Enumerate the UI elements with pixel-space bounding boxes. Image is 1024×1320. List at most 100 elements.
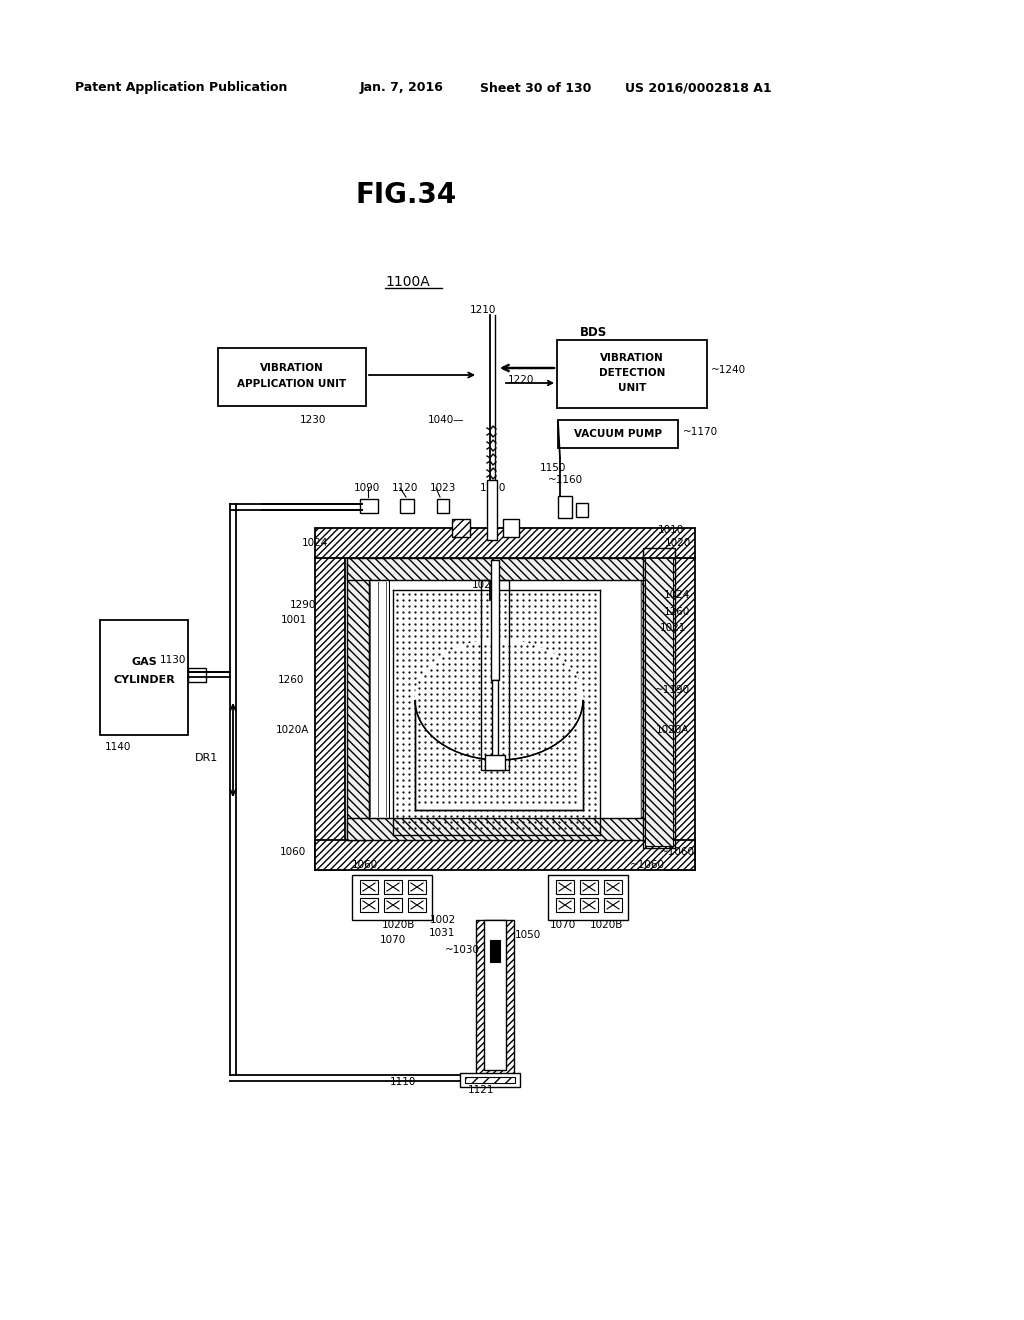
Text: 1020A: 1020A — [656, 725, 689, 735]
Bar — [580, 880, 598, 894]
Text: 1040—: 1040— — [428, 414, 465, 425]
Bar — [408, 898, 426, 912]
Bar — [490, 560, 499, 680]
Text: 1001: 1001 — [281, 615, 307, 624]
Text: 1024: 1024 — [302, 539, 329, 548]
Text: ~1160: ~1160 — [548, 475, 583, 484]
Bar — [503, 519, 519, 537]
Text: 1110: 1110 — [390, 1077, 417, 1086]
Text: Sheet 30 of 130: Sheet 30 of 130 — [480, 82, 592, 95]
Text: ~1170: ~1170 — [683, 426, 718, 437]
Text: 1070: 1070 — [550, 920, 577, 931]
Bar — [645, 550, 673, 846]
Text: ~1060: ~1060 — [660, 847, 695, 857]
Bar — [369, 579, 389, 818]
Text: VACUUM PUMP: VACUUM PUMP — [574, 429, 662, 440]
Text: ~1030: ~1030 — [445, 945, 480, 954]
Bar — [487, 480, 497, 540]
Bar — [558, 496, 572, 517]
Bar — [665, 558, 695, 870]
Bar — [641, 558, 663, 840]
Bar — [604, 898, 622, 912]
Text: 1140: 1140 — [105, 742, 131, 752]
Bar — [452, 519, 470, 537]
Bar — [360, 880, 378, 894]
Bar — [408, 880, 426, 894]
Text: 1210: 1210 — [470, 305, 497, 315]
Text: 1002: 1002 — [430, 915, 457, 925]
Bar — [218, 348, 366, 407]
Bar — [315, 558, 345, 870]
Text: 1020B: 1020B — [590, 920, 624, 931]
Bar — [492, 680, 498, 760]
Text: CYLINDER: CYLINDER — [113, 675, 175, 685]
Text: UNIT: UNIT — [617, 383, 646, 393]
Bar — [352, 875, 432, 920]
Bar — [384, 880, 402, 894]
Text: VIBRATION: VIBRATION — [260, 363, 324, 374]
Text: 1121: 1121 — [468, 1085, 495, 1096]
Text: 1010: 1010 — [658, 525, 684, 535]
Bar — [100, 620, 188, 735]
Bar — [643, 548, 675, 847]
Text: Jan. 7, 2016: Jan. 7, 2016 — [360, 82, 443, 95]
Bar — [415, 700, 583, 810]
Text: ~1060: ~1060 — [630, 861, 665, 870]
Bar — [188, 668, 206, 682]
Bar — [400, 499, 414, 513]
Text: DETECTION: DETECTION — [599, 368, 666, 378]
Bar — [315, 840, 695, 870]
Bar — [360, 499, 378, 513]
Bar — [384, 898, 402, 912]
Text: 1220: 1220 — [508, 375, 535, 385]
Text: 1060: 1060 — [280, 847, 306, 857]
Bar — [557, 341, 707, 408]
Bar — [476, 920, 514, 1074]
Bar — [460, 1073, 520, 1086]
Bar — [485, 755, 505, 770]
Bar — [360, 898, 378, 912]
Bar — [548, 875, 628, 920]
Text: 1031: 1031 — [429, 928, 456, 939]
Text: ~1240: ~1240 — [711, 366, 746, 375]
Bar — [556, 898, 574, 912]
Text: 1260: 1260 — [278, 675, 304, 685]
Text: Patent Application Publication: Patent Application Publication — [75, 82, 288, 95]
Text: BDS: BDS — [580, 326, 607, 339]
Bar — [315, 528, 695, 558]
Text: 1022: 1022 — [472, 579, 499, 590]
Text: ~1190: ~1190 — [655, 685, 690, 696]
Text: 1020: 1020 — [665, 539, 691, 548]
Bar — [580, 898, 598, 912]
Text: VIBRATION: VIBRATION — [600, 352, 664, 363]
Bar — [484, 920, 506, 1071]
Bar — [490, 940, 500, 962]
Text: 1021: 1021 — [660, 623, 686, 634]
Text: 1130: 1130 — [160, 655, 186, 665]
Bar — [347, 558, 369, 840]
Bar — [575, 503, 588, 517]
Text: FIG.34: FIG.34 — [355, 181, 457, 209]
Text: 1150: 1150 — [540, 463, 566, 473]
Text: 1230: 1230 — [300, 414, 327, 425]
Text: 1005: 1005 — [470, 723, 497, 733]
Text: DR1: DR1 — [195, 752, 218, 763]
Text: 1260: 1260 — [664, 607, 690, 616]
Text: 1100A: 1100A — [385, 275, 430, 289]
Text: APPLICATION UNIT: APPLICATION UNIT — [238, 379, 347, 389]
Text: 1290: 1290 — [290, 601, 316, 610]
Text: 1180: 1180 — [480, 483, 507, 492]
Text: 1120: 1120 — [392, 483, 419, 492]
Bar — [465, 1077, 515, 1082]
Ellipse shape — [415, 640, 583, 760]
Bar — [437, 499, 449, 513]
Text: 1020A: 1020A — [276, 725, 309, 735]
Text: 1003: 1003 — [504, 758, 530, 768]
Text: 1090: 1090 — [354, 483, 380, 492]
Bar — [604, 880, 622, 894]
Bar — [347, 818, 663, 840]
Bar — [556, 880, 574, 894]
Text: 1020B: 1020B — [382, 920, 416, 931]
Text: GAS: GAS — [131, 657, 157, 667]
Text: US 2016/0002818 A1: US 2016/0002818 A1 — [625, 82, 772, 95]
